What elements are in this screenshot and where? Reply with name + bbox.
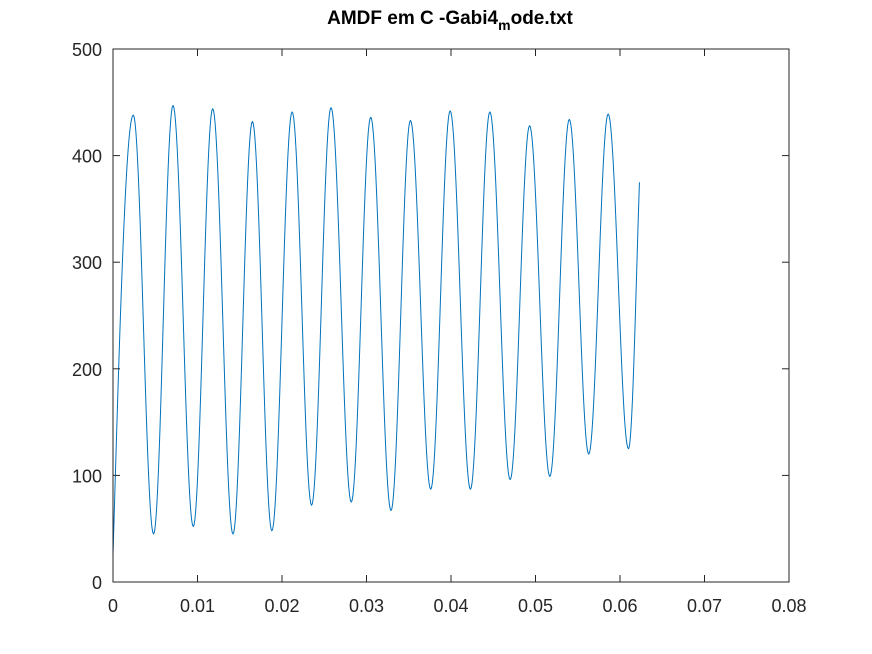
plot-area xyxy=(113,49,789,582)
series-layer xyxy=(112,105,640,556)
y-tick-label: 0 xyxy=(92,573,102,593)
x-tick-label: 0.08 xyxy=(771,596,806,616)
chart-title-suffix: ode.txt xyxy=(511,8,574,29)
x-tick-label: 0.05 xyxy=(518,596,553,616)
y-tick-label: 100 xyxy=(72,466,102,486)
x-tick-label: 0.06 xyxy=(602,596,637,616)
x-tick-label: 0.07 xyxy=(687,596,722,616)
x-tick-label: 0.02 xyxy=(264,596,299,616)
series-line-0 xyxy=(112,105,640,556)
chart-title: AMDF em C -Gabi4mode.txt xyxy=(327,8,573,33)
ticks-layer: 0 0.01 0.02 0.03 0.04 0.05 0.06 0.07 0.08 0 100 200… xyxy=(72,40,807,616)
x-tick-label: 0.01 xyxy=(180,596,215,616)
y-tick-label: 400 xyxy=(72,147,102,167)
x-tick-label: 0.04 xyxy=(433,596,468,616)
x-tick-label: 0 xyxy=(108,596,118,616)
chart-title-subscript: m xyxy=(498,17,510,33)
x-tick-label: 0.03 xyxy=(349,596,384,616)
chart-title-main: AMDF em C -Gabi4 xyxy=(327,8,498,29)
y-tick-label: 200 xyxy=(72,360,102,380)
y-tick-label: 300 xyxy=(72,253,102,273)
y-tick-label: 500 xyxy=(72,40,102,60)
